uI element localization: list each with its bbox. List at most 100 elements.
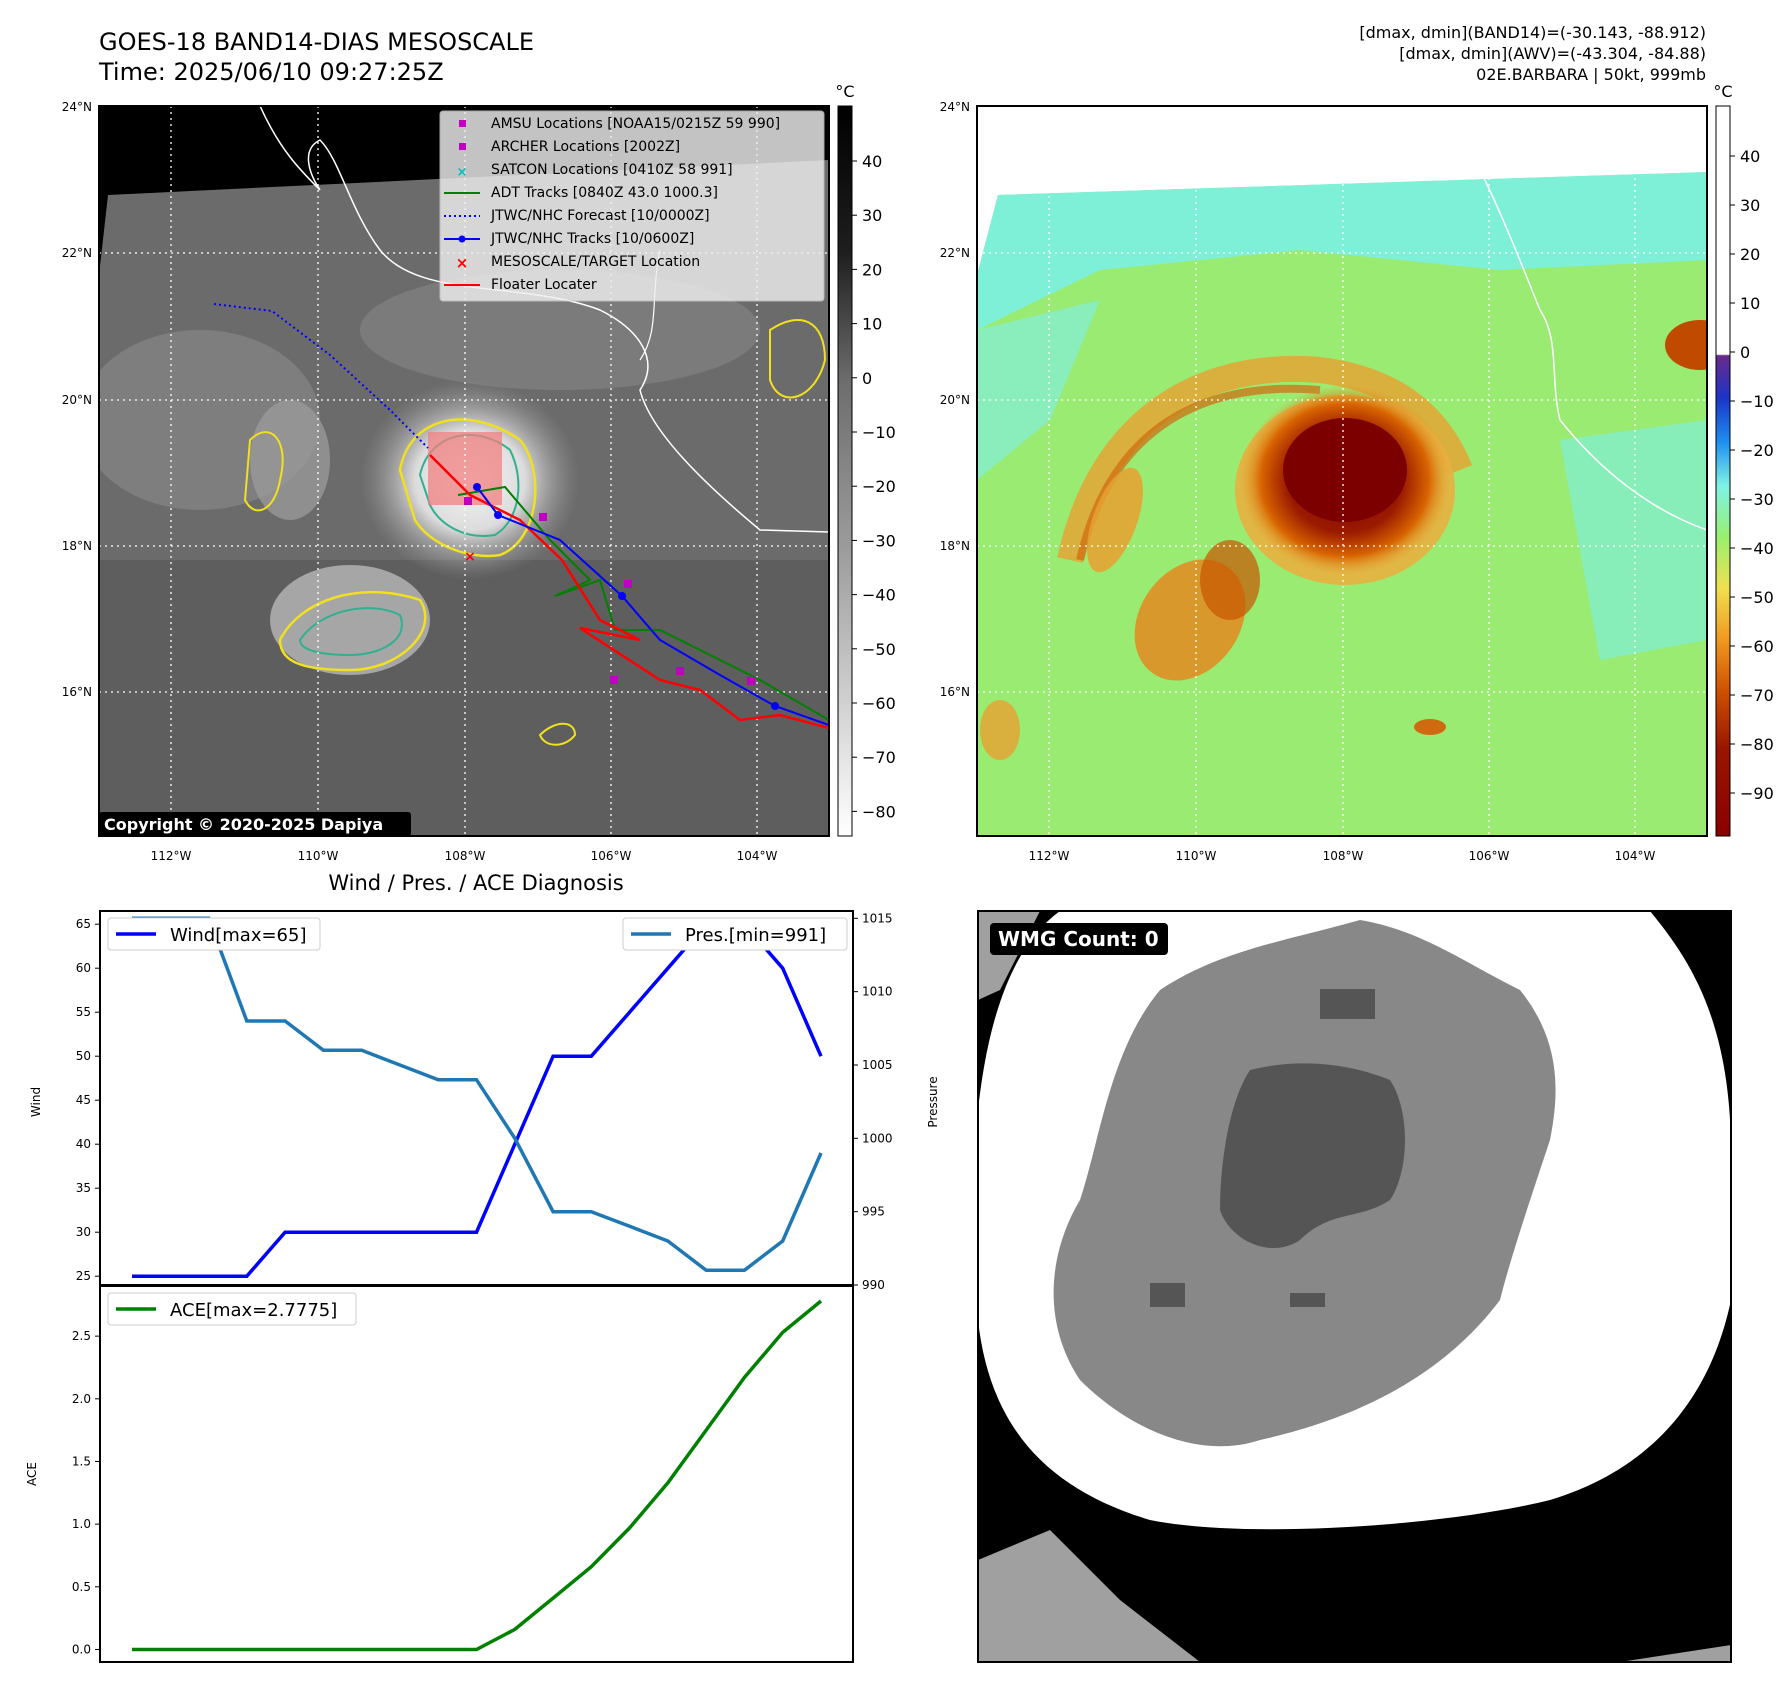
legend-adt: ADT Tracks [0840Z 43.0 1000.3] xyxy=(491,185,718,201)
enhanced-colorbar xyxy=(1715,105,1731,837)
ace-tick-label: 1.0 xyxy=(72,1517,91,1531)
lon-label: 112°W xyxy=(1029,849,1070,863)
legend-archer: ARCHER Locations [2002Z] xyxy=(491,139,680,155)
lat-label: 18°N xyxy=(62,539,92,553)
pressure-axis-label: Pressure xyxy=(926,1076,940,1127)
wind-axis-label: Wind xyxy=(29,1087,43,1117)
colorbar-tick-label: −10 xyxy=(1740,392,1774,411)
lon-label: 106°W xyxy=(1469,849,1510,863)
lat-label: 24°N xyxy=(62,100,92,114)
wmg-count-label: WMG Count: 0 xyxy=(998,927,1159,951)
colorbar-tick-label: −60 xyxy=(1740,637,1774,656)
lon-label: 112°W xyxy=(151,849,192,863)
colorbar-tick-label: −80 xyxy=(862,802,896,821)
lat-label: 16°N xyxy=(940,685,970,699)
ace-tick-label: 1.5 xyxy=(72,1454,91,1468)
colorbar-tick-label: −70 xyxy=(862,748,896,767)
colorbar-tick-label: −40 xyxy=(1740,539,1774,558)
ir-satellite-panel: × AMSU Locations [NOAA15/0215Z 59 990] A… xyxy=(62,82,896,863)
info-line1: [dmax, dmin](BAND14)=(-30.143, -88.912) xyxy=(1359,23,1706,42)
figure-title-line1: GOES-18 BAND14-DIAS MESOSCALE xyxy=(99,28,534,56)
ace-tick-label: 0.5 xyxy=(72,1580,91,1594)
legend-satcon: SATCON Locations [0410Z 58 991] xyxy=(491,162,733,178)
lon-label: 104°W xyxy=(737,849,778,863)
colorbar-tick-label: 40 xyxy=(862,152,882,171)
ace-tick-label: 2.0 xyxy=(72,1392,91,1406)
wmg-panel: WMG Count: 0 xyxy=(977,910,1732,1663)
colorbar-tick-label: −90 xyxy=(1740,784,1774,803)
colorbar-tick-label: 10 xyxy=(862,315,882,334)
map-legend: AMSU Locations [NOAA15/0215Z 59 990] ARC… xyxy=(439,110,825,302)
lon-label: 108°W xyxy=(445,849,486,863)
lat-label: 18°N xyxy=(940,539,970,553)
pressure-tick-label: 1010 xyxy=(862,985,893,999)
lat-label: 22°N xyxy=(940,246,970,260)
wind-tick-label: 55 xyxy=(76,1005,91,1019)
lon-label: 110°W xyxy=(298,849,339,863)
lon-label: 108°W xyxy=(1323,849,1364,863)
colorbar-tick-label: 0 xyxy=(862,369,872,388)
lon-label: 110°W xyxy=(1176,849,1217,863)
colorbar-tick-label: 30 xyxy=(1740,196,1760,215)
colorbar-tick-label: 20 xyxy=(862,260,882,279)
pressure-tick-label: 990 xyxy=(862,1278,885,1292)
wind-tick-label: 45 xyxy=(76,1093,91,1107)
pressure-tick-label: 995 xyxy=(862,1205,885,1219)
colorbar-tick-label: −10 xyxy=(862,423,896,442)
lat-label: 20°N xyxy=(940,393,970,407)
ace-series-line xyxy=(132,1299,823,1652)
info-line3: 02E.BARBARA | 50kt, 999mb xyxy=(1476,65,1706,84)
wind-tick-label: 60 xyxy=(76,961,91,975)
lat-label: 16°N xyxy=(62,685,92,699)
colorbar-tick-label: −50 xyxy=(1740,588,1774,607)
legend-nhc-tracks: JTWC/NHC Tracks [10/0600Z] xyxy=(490,231,694,247)
svg-text:×: × xyxy=(464,549,476,565)
copyright-label: Copyright © 2020-2025 Dapiya xyxy=(104,815,383,834)
pressure-tick-label: 1000 xyxy=(862,1131,893,1145)
legend-amsu: AMSU Locations [NOAA15/0215Z 59 990] xyxy=(491,116,780,132)
colorbar-tick-label: 0 xyxy=(1740,343,1750,362)
ir-colorbar-unit: °C xyxy=(835,82,854,101)
lon-label: 104°W xyxy=(1615,849,1656,863)
colorbar-tick-label: −60 xyxy=(862,694,896,713)
colorbar-tick-label: 10 xyxy=(1740,294,1760,313)
colorbar-tick-label: 40 xyxy=(1740,147,1760,166)
colorbar-tick-label: −20 xyxy=(862,477,896,496)
lat-label: 24°N xyxy=(940,100,970,114)
svg-text:×: × xyxy=(456,254,469,272)
colorbar-tick-label: 30 xyxy=(862,206,882,225)
colorbar-tick-label: −50 xyxy=(862,640,896,659)
wind-tick-label: 40 xyxy=(76,1137,91,1151)
svg-text:×: × xyxy=(457,165,468,180)
pressure-tick-label: 1005 xyxy=(862,1058,893,1072)
lon-label: 106°W xyxy=(591,849,632,863)
info-line2: [dmax, dmin](AWV)=(-43.304, -84.88) xyxy=(1399,44,1706,63)
figure-title-line2: Time: 2025/06/10 09:27:25Z xyxy=(98,58,444,86)
pressure-tick-label: 1015 xyxy=(862,911,893,925)
colorbar-tick-label: 20 xyxy=(1740,245,1760,264)
chart-title: Wind / Pres. / ACE Diagnosis xyxy=(328,871,623,895)
wind-tick-label: 65 xyxy=(76,917,91,931)
wind-legend-label: Wind[max=65] xyxy=(170,925,307,946)
pressure-series-line xyxy=(132,916,823,1273)
ace-tick-label: 0.0 xyxy=(72,1642,91,1656)
pressure-legend-label: Pres.[min=991] xyxy=(685,925,826,946)
colorbar-tick-label: −40 xyxy=(862,586,896,605)
enh-colorbar-unit: °C xyxy=(1713,82,1732,101)
ace-chart: 0.0 0.5 1.0 1.5 2.0 2.5 ACE ACE[max=2.7775] xyxy=(25,1285,854,1663)
colorbar-tick-label: −20 xyxy=(1740,441,1774,460)
wind-tick-label: 25 xyxy=(76,1269,91,1283)
colorbar-tick-label: −80 xyxy=(1740,735,1774,754)
ace-legend-label: ACE[max=2.7775] xyxy=(170,1300,337,1321)
wind-tick-label: 50 xyxy=(76,1049,91,1063)
wind-pressure-chart: Wind / Pres. / ACE Diagnosis 25 30 35 40 45 5… xyxy=(29,871,940,1292)
enhanced-ir-panel: 24°N 22°N 20°N 18°N 16°N 112°W 110°W 108… xyxy=(940,82,1774,863)
lat-label: 22°N xyxy=(62,246,92,260)
legend-forecast: JTWC/NHC Forecast [10/0000Z] xyxy=(490,208,710,224)
colorbar-tick-label: −70 xyxy=(1740,686,1774,705)
wind-tick-label: 35 xyxy=(76,1181,91,1195)
colorbar-tick-label: −30 xyxy=(1740,490,1774,509)
ace-tick-label: 2.5 xyxy=(72,1329,91,1343)
legend-floater: Floater Locater xyxy=(491,277,597,293)
ir-colorbar xyxy=(837,105,853,837)
